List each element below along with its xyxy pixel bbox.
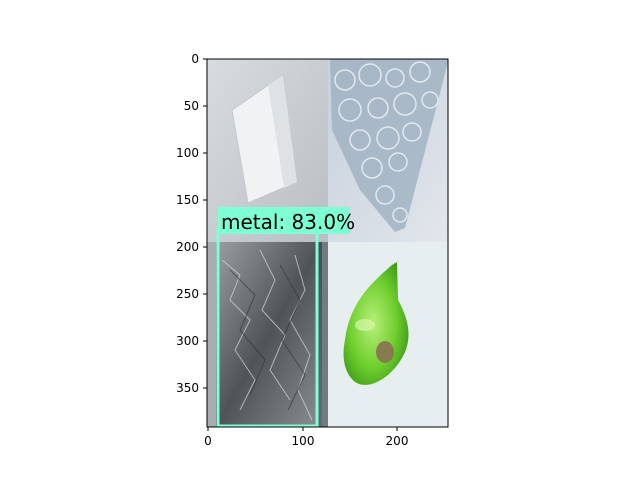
x-tick-label: 200	[386, 434, 409, 448]
y-tick-label: 350	[176, 381, 199, 395]
x-tick-label: 0	[204, 434, 212, 448]
y-tick-label: 0	[191, 52, 199, 66]
detection-label-background	[218, 207, 350, 234]
image-mosaic: metal: 83.0%	[207, 59, 448, 428]
y-tick-label: 250	[176, 287, 199, 301]
detection-label: metal: 83.0%	[221, 210, 355, 234]
x-axis: 0 100 200	[204, 427, 408, 448]
y-tick-label: 200	[176, 240, 199, 254]
x-tick-label: 100	[292, 434, 315, 448]
y-axis: 0 50 100 150 200 250 300 350	[176, 52, 207, 395]
y-tick-label: 50	[184, 99, 199, 113]
bubble-glass-tile	[328, 59, 448, 242]
y-tick-label: 300	[176, 334, 199, 348]
axes-frame	[206, 58, 449, 428]
y-tick-label: 100	[176, 146, 199, 160]
green-glass-tile	[328, 242, 448, 427]
foil-tile	[207, 242, 328, 427]
y-tick-label: 150	[176, 193, 199, 207]
